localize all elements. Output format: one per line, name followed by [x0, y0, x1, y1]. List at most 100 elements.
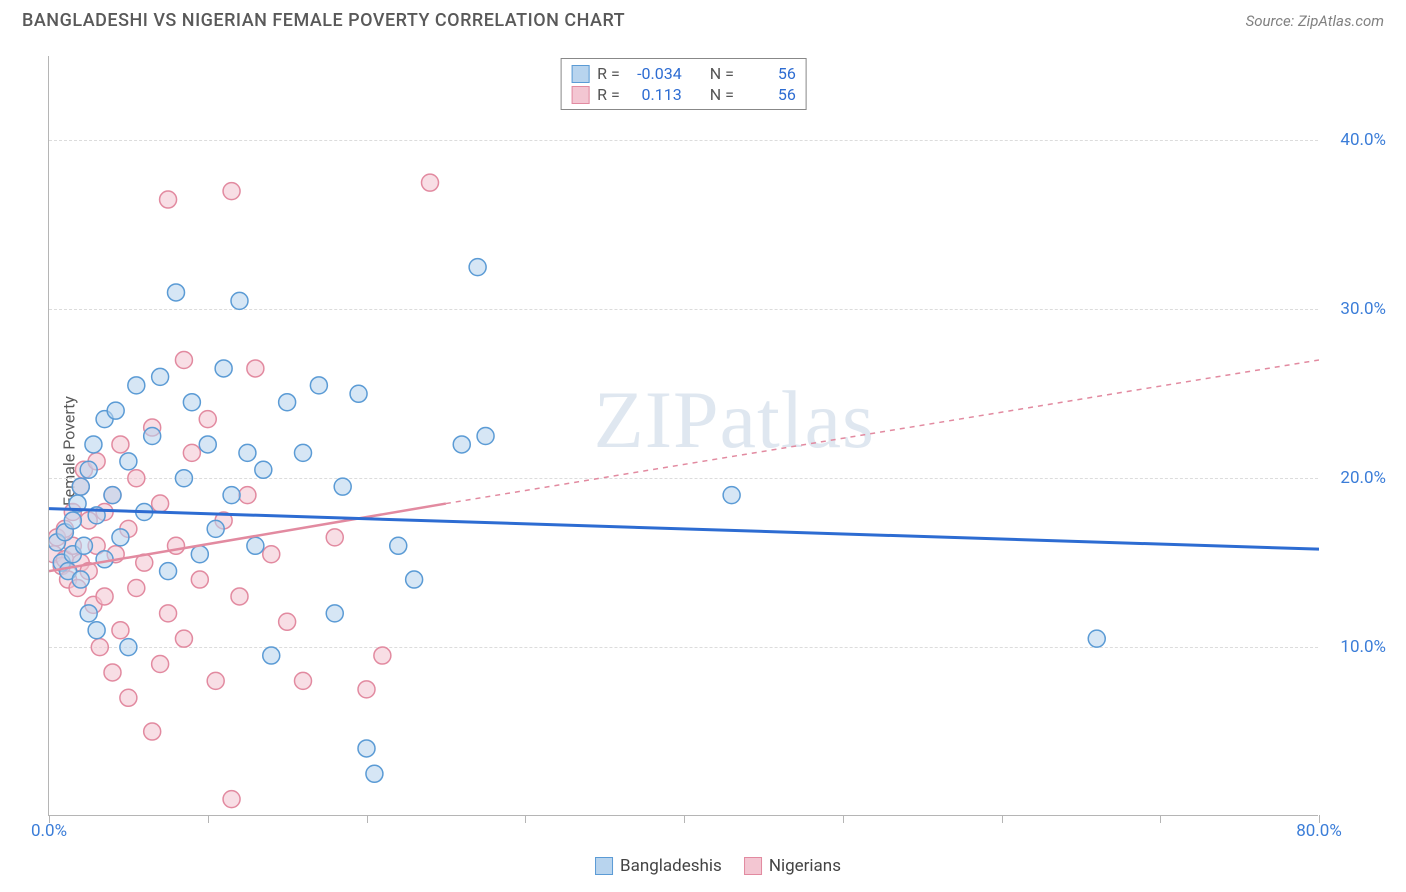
correlation-legend: R = -0.034 N = 56 R = 0.113 N = 56: [560, 58, 807, 110]
scatter-point: [231, 292, 248, 309]
scatter-point: [239, 487, 256, 504]
scatter-point: [72, 571, 89, 588]
scatter-point: [453, 436, 470, 453]
scatter-point: [422, 174, 439, 191]
r-label: R =: [597, 85, 620, 104]
scatter-point: [120, 689, 137, 706]
scatter-point: [175, 470, 192, 487]
series-legend: Bangladeshis Nigerians: [595, 856, 841, 876]
scatter-point: [104, 664, 121, 681]
x-tick-label: 80.0%: [1296, 821, 1342, 841]
legend-item-bangladeshis: Bangladeshis: [595, 856, 722, 876]
scatter-point: [207, 520, 224, 537]
y-tick-label: 40.0%: [1340, 130, 1386, 150]
y-tick-label: 30.0%: [1340, 299, 1386, 319]
scatter-point: [469, 259, 486, 276]
swatch-nigerians-icon: [744, 857, 762, 875]
scatter-point: [128, 470, 145, 487]
scatter-point: [247, 360, 264, 377]
legend-label-bangladeshis: Bangladeshis: [620, 856, 722, 876]
n-label: N =: [710, 64, 734, 83]
source-label: Source:: [1246, 12, 1295, 30]
trend-line: [446, 360, 1319, 504]
x-tick-mark: [208, 815, 209, 823]
scatter-point: [112, 436, 129, 453]
scatter-point: [279, 613, 296, 630]
scatter-point: [279, 394, 296, 411]
x-tick-mark: [367, 815, 368, 823]
scatter-point: [231, 588, 248, 605]
legend-row-bangladeshis: R = -0.034 N = 56: [571, 63, 796, 84]
scatter-point: [255, 461, 272, 478]
scatter-point: [160, 191, 177, 208]
legend-item-nigerians: Nigerians: [744, 856, 841, 876]
x-tick-label: 0.0%: [31, 821, 67, 841]
scatter-point: [160, 605, 177, 622]
scatter-point: [120, 453, 137, 470]
scatter-point: [295, 444, 312, 461]
scatter-point: [191, 571, 208, 588]
scatter-point: [80, 461, 97, 478]
scatter-point: [128, 377, 145, 394]
chart-source: Source: ZipAtlas.com: [1246, 12, 1384, 30]
scatter-point: [334, 478, 351, 495]
scatter-point: [199, 411, 216, 428]
y-tick-label: 20.0%: [1340, 468, 1386, 488]
scatter-point: [152, 495, 169, 512]
scatter-point: [215, 360, 232, 377]
scatter-point: [75, 537, 92, 554]
scatter-point: [350, 385, 367, 402]
swatch-bangladeshis: [571, 65, 589, 83]
scatter-point: [144, 723, 161, 740]
scatter-point: [239, 444, 256, 461]
scatter-point: [112, 622, 129, 639]
scatter-point: [112, 529, 129, 546]
plot-area: R = -0.034 N = 56 R = 0.113 N = 56 ZIPat…: [48, 56, 1318, 816]
swatch-bangladeshis-icon: [595, 857, 613, 875]
scatter-point: [144, 428, 161, 445]
legend-row-nigerians: R = 0.113 N = 56: [571, 84, 796, 105]
x-tick-mark: [1002, 815, 1003, 823]
scatter-point: [168, 284, 185, 301]
trend-line: [49, 509, 1319, 550]
scatter-point: [477, 428, 494, 445]
y-tick-label: 10.0%: [1340, 637, 1386, 657]
scatter-point: [263, 546, 280, 563]
scatter-point: [128, 580, 145, 597]
scatter-point: [64, 512, 81, 529]
scatter-point: [120, 639, 137, 656]
scatter-point: [175, 630, 192, 647]
x-tick-mark: [525, 815, 526, 823]
scatter-point: [223, 183, 240, 200]
scatter-point: [723, 487, 740, 504]
scatter-point: [72, 478, 89, 495]
scatter-point: [358, 681, 375, 698]
scatter-point: [326, 605, 343, 622]
chart-header: BANGLADESHI VS NIGERIAN FEMALE POVERTY C…: [0, 0, 1406, 37]
scatter-point: [85, 436, 102, 453]
scatter-point: [152, 656, 169, 673]
scatter-point: [263, 647, 280, 664]
scatter-point: [88, 622, 105, 639]
r-label: R =: [597, 64, 620, 83]
x-tick-mark: [1160, 815, 1161, 823]
scatter-point: [183, 444, 200, 461]
scatter-point: [326, 529, 343, 546]
scatter-point: [1088, 630, 1105, 647]
r-value-nigerians: 0.113: [628, 85, 682, 104]
r-value-bangladeshis: -0.034: [628, 64, 682, 83]
scatter-point: [374, 647, 391, 664]
chart-container: Female Poverty R = -0.034 N = 56 R = 0.1…: [48, 56, 1388, 846]
chart-title: BANGLADESHI VS NIGERIAN FEMALE POVERTY C…: [22, 10, 625, 31]
scatter-point: [96, 588, 113, 605]
scatter-point: [175, 352, 192, 369]
n-value-bangladeshis: 56: [742, 64, 796, 83]
scatter-point: [152, 368, 169, 385]
scatter-point: [96, 551, 113, 568]
scatter-point: [295, 672, 312, 689]
scatter-point: [223, 487, 240, 504]
scatter-point: [160, 563, 177, 580]
x-tick-mark: [684, 815, 685, 823]
scatter-point: [390, 537, 407, 554]
scatter-point: [183, 394, 200, 411]
